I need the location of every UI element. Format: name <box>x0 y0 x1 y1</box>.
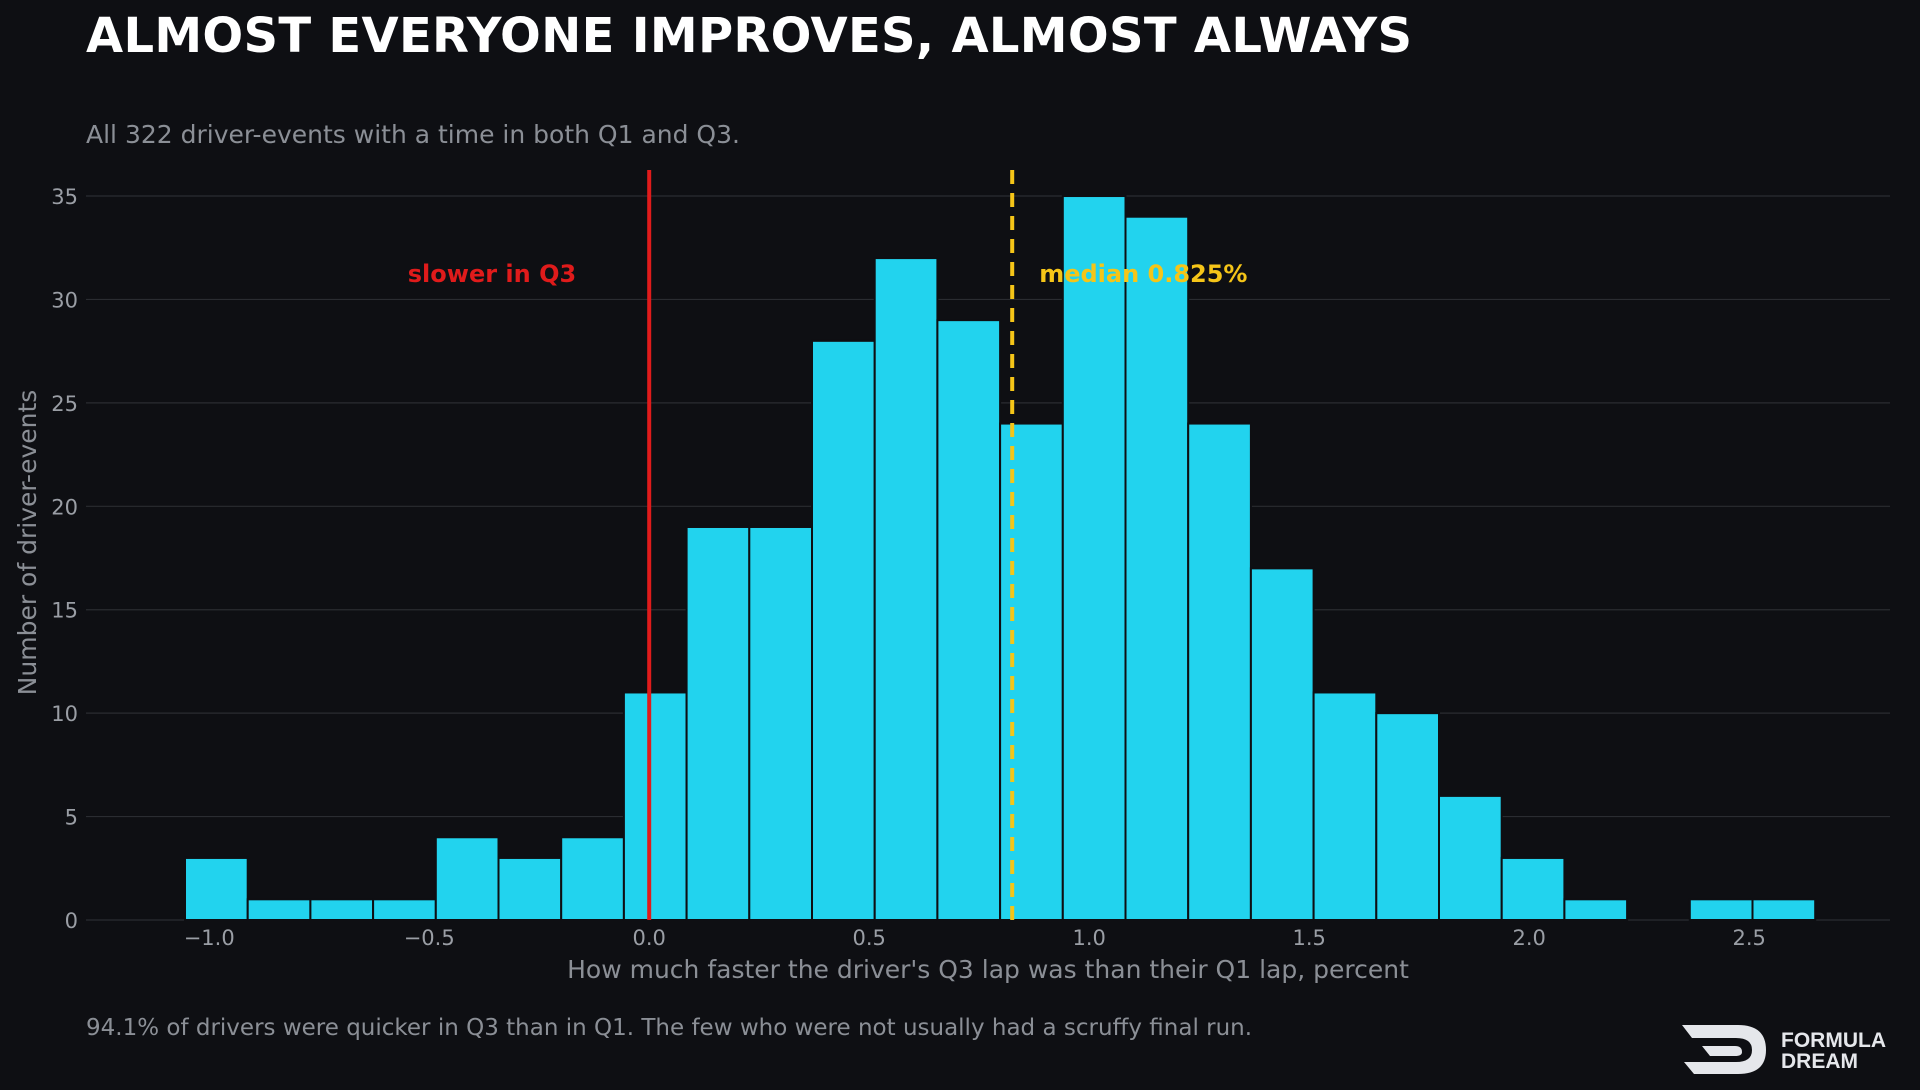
y-tick-label: 25 <box>51 392 78 416</box>
x-tick-label: 0.5 <box>852 926 885 950</box>
histogram-bar <box>1124 215 1190 921</box>
histogram-bar <box>685 525 751 922</box>
histogram-bar <box>246 898 312 921</box>
slower-in-q3-label: slower in Q3 <box>408 260 576 288</box>
chart-footnote: 94.1% of drivers were quicker in Q3 than… <box>86 1015 1253 1041</box>
y-tick-label: 35 <box>51 185 78 209</box>
chart-subtitle: All 322 driver-events with a time in bot… <box>86 120 740 149</box>
logo-text-dream: DREAM <box>1781 1050 1858 1073</box>
x-tick-label: 1.5 <box>1292 926 1325 950</box>
x-axis-label: How much faster the driver's Q3 lap was … <box>567 955 1409 984</box>
histogram-bar <box>1312 691 1378 921</box>
histogram-bar <box>999 422 1064 921</box>
histogram-bar <box>184 856 249 921</box>
histogram-bar <box>811 339 876 922</box>
y-tick-label: 5 <box>65 806 78 830</box>
y-tick-label: 20 <box>51 495 78 519</box>
x-tick-label: 1.0 <box>1072 926 1105 950</box>
y-axis-label: Number of driver-events <box>13 390 42 696</box>
histogram-bar <box>1438 794 1503 921</box>
histogram-bar <box>1500 856 1566 921</box>
histogram-bar <box>497 856 563 921</box>
histogram-bar <box>1061 195 1127 921</box>
histogram-bar <box>434 836 500 921</box>
histogram-bar <box>873 257 939 921</box>
histogram-bar <box>622 691 688 921</box>
y-tick-label: 10 <box>51 702 78 726</box>
median-label: median 0.825% <box>1039 260 1247 288</box>
x-tick-label: 0.0 <box>632 926 665 950</box>
histogram-bar <box>1751 898 1817 921</box>
x-tick-label: −0.5 <box>404 926 455 950</box>
chart-title: ALMOST EVERYONE IMPROVES, ALMOST ALWAYS <box>86 8 1413 64</box>
histogram-bar <box>1187 422 1252 921</box>
histogram-bar <box>1249 567 1315 921</box>
histogram-bar <box>1563 898 1629 921</box>
histogram-bar <box>748 525 813 922</box>
x-tick-label: 2.5 <box>1732 926 1765 950</box>
y-tick-label: 0 <box>65 909 78 933</box>
formula-dream-logo: FORMULA DREAM <box>1682 1025 1886 1074</box>
logo-text-formula: FORMULA <box>1781 1029 1886 1052</box>
histogram-bar <box>372 898 437 921</box>
logo-mark-icon <box>1682 1025 1766 1074</box>
histogram-bar <box>1375 712 1441 922</box>
x-tick-label: 2.0 <box>1512 926 1545 950</box>
y-tick-label: 30 <box>51 288 78 312</box>
histogram-bar <box>1688 898 1754 921</box>
histogram-bar <box>309 898 375 921</box>
histogram-bar <box>936 319 1002 922</box>
y-tick-label: 15 <box>51 599 78 623</box>
histogram-bar <box>560 836 625 921</box>
x-tick-label: −1.0 <box>184 926 235 950</box>
